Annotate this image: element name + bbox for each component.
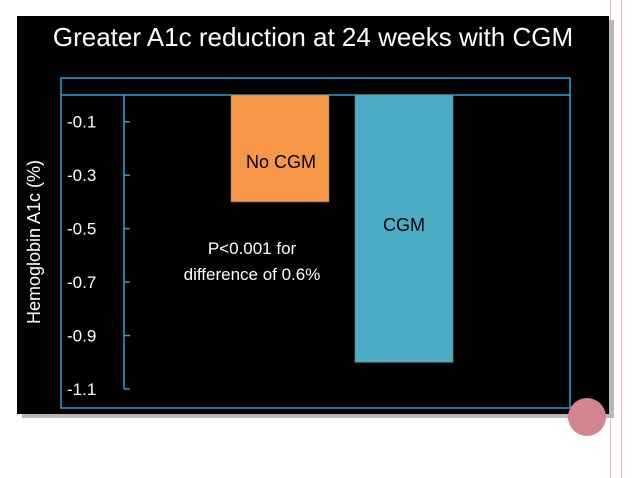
y-tick-label: -0.1 — [67, 113, 96, 132]
y-tick-label: -0.7 — [67, 273, 96, 292]
annotation-text: P<0.001 for — [208, 239, 297, 258]
bar-cgm — [354, 94, 454, 363]
annotation-text: difference of 0.6% — [184, 265, 321, 284]
y-tick-label: -1.1 — [67, 380, 96, 399]
bar-no-cgm — [230, 94, 330, 203]
chart-panel: Greater A1c reduction at 24 weeks with C… — [17, 16, 609, 414]
y-tick-label: -0.9 — [67, 327, 96, 346]
category-label: CGM — [383, 215, 425, 235]
y-axis-label: Hemoglobin A1c (%) — [24, 160, 44, 324]
chart-title: Greater A1c reduction at 24 weeks with C… — [52, 22, 574, 52]
edge-line-2 — [621, 0, 622, 478]
plot-frame — [60, 77, 571, 409]
y-tick-label: -0.5 — [67, 220, 96, 239]
category-label: No CGM — [246, 152, 316, 172]
y-tick-label: -0.3 — [67, 166, 96, 185]
accent-circle — [568, 398, 606, 436]
